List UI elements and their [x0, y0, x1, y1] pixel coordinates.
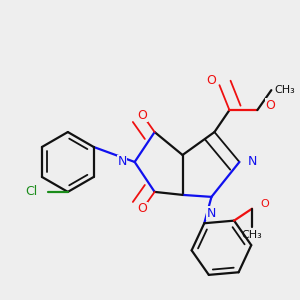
Text: O: O: [138, 202, 148, 215]
Text: Cl: Cl: [26, 185, 38, 198]
Text: O: O: [265, 99, 275, 112]
Text: O: O: [260, 199, 269, 209]
Text: CH₃: CH₃: [242, 230, 262, 240]
Text: N: N: [207, 207, 216, 220]
Text: CH₃: CH₃: [274, 85, 295, 95]
Text: O: O: [206, 74, 216, 87]
Text: O: O: [138, 109, 148, 122]
Text: N: N: [248, 155, 257, 169]
Text: N: N: [117, 155, 127, 169]
